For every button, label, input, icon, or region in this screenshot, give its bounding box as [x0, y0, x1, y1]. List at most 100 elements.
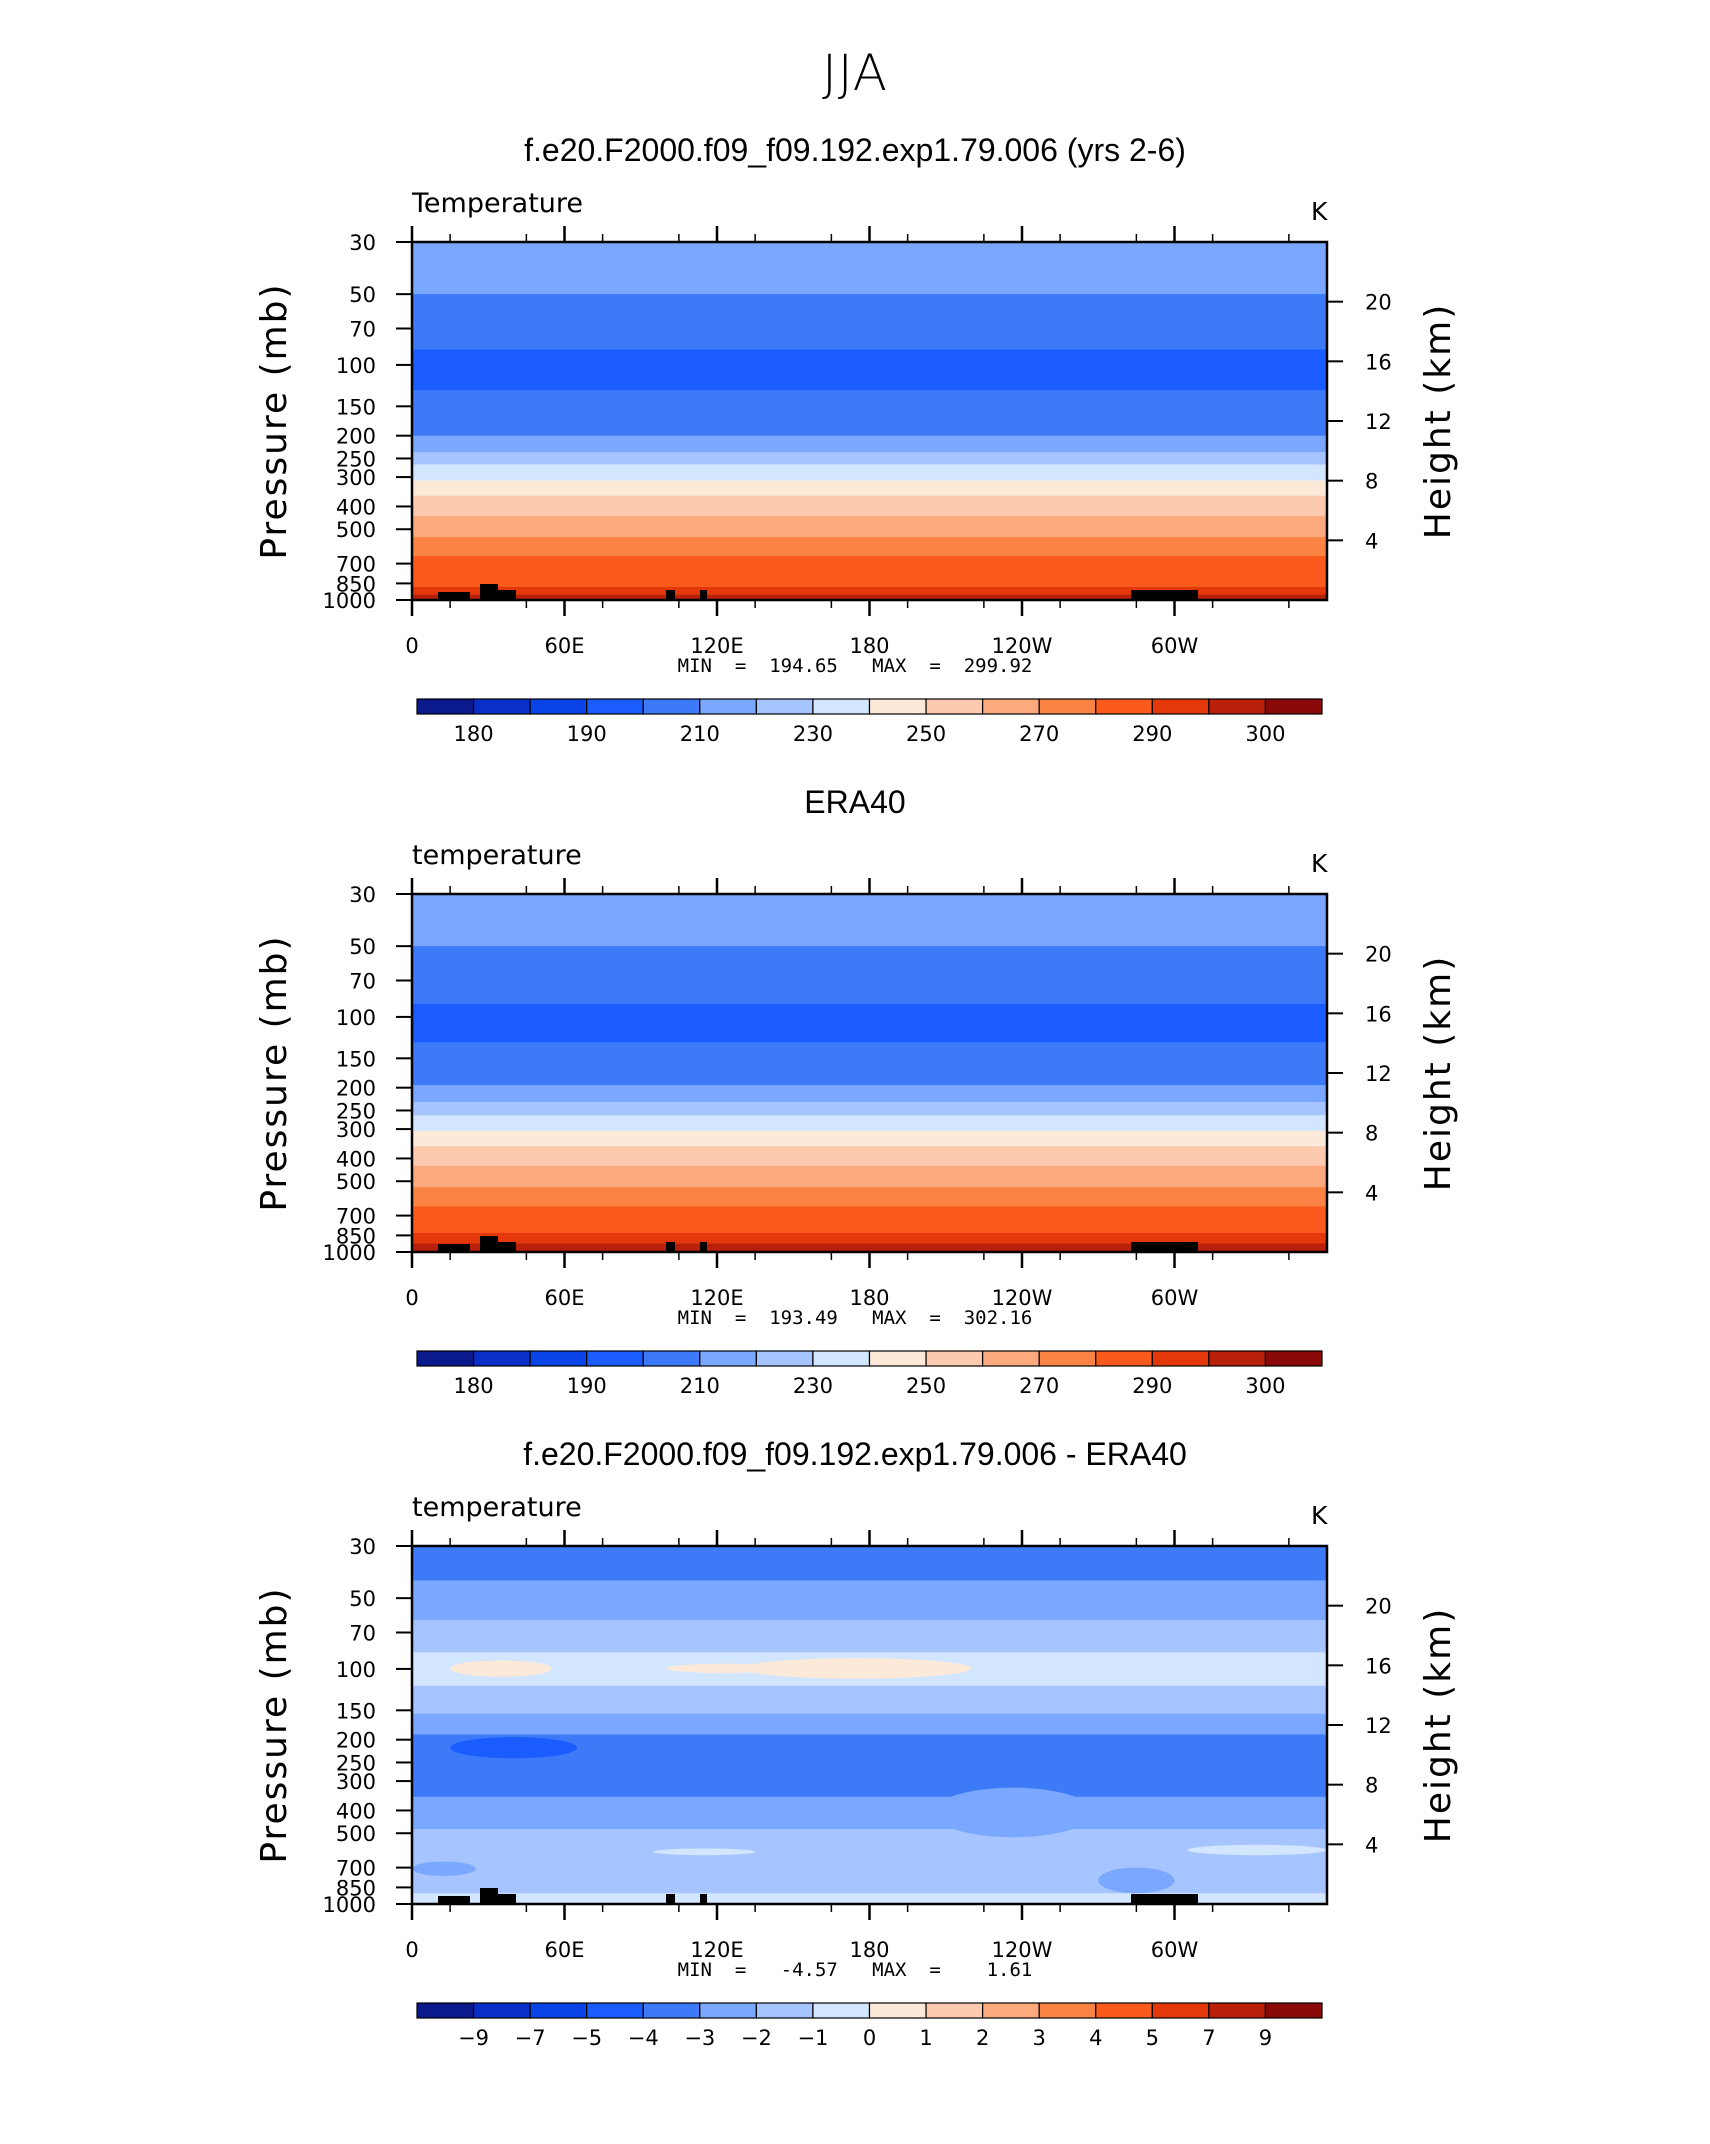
colorbar-label: 1: [919, 2026, 932, 2050]
contour-band: [412, 452, 1327, 465]
y2-tick-label: 20: [1365, 943, 1392, 967]
contour-anomaly: [412, 1861, 476, 1876]
x-tick-label: 120E: [690, 1938, 743, 1962]
contour-band: [412, 586, 1327, 596]
contour-band: [412, 1042, 1327, 1086]
colorbar-label: 2: [976, 2026, 989, 2050]
colorbar-swatch: [416, 698, 475, 715]
colorbar-swatch: [586, 698, 644, 715]
colorbar-label: 250: [906, 1374, 946, 1398]
x-tick-label: 180: [849, 634, 889, 658]
contour-band: [412, 464, 1327, 481]
y-tick-label: 300: [336, 466, 376, 490]
colorbar-swatch: [1095, 2002, 1153, 2019]
colorbar-swatch: [472, 2002, 531, 2019]
colorbar-label: 180: [454, 1374, 494, 1398]
colorbar-swatch: [1151, 2002, 1210, 2019]
colorbar-label: 230: [793, 722, 833, 746]
colorbar-label: −2: [741, 2026, 772, 2050]
contour-band: [412, 1165, 1327, 1188]
contour-band: [412, 1232, 1327, 1244]
colorbar-label: 300: [1245, 722, 1285, 746]
x-tick-label: 120E: [690, 1286, 743, 1310]
min-value: -4.57: [780, 1959, 838, 1981]
max-value: 302.16: [963, 1307, 1033, 1329]
colorbar-swatch: [699, 1350, 757, 1367]
figure: JJA f.e20.F2000.f09_f09.192.exp1.79.006 …: [254, 44, 1459, 2050]
topography-block: [666, 1242, 675, 1252]
contour-fill: [412, 1546, 1327, 1905]
y-tick-label: 150: [336, 1699, 376, 1723]
units-label: K: [1311, 1501, 1328, 1530]
y-axis-label: Pressure (mb): [254, 282, 295, 559]
contour-band: [412, 1713, 1327, 1735]
panel-2-plot: 0 60E 120E 180 120W 60W3050701001502002503004…: [254, 840, 1459, 1398]
colorbar-swatch: [529, 698, 588, 715]
panel-1-title: f.e20.F2000.f09_f09.192.exp1.79.006 (yrs…: [524, 132, 1186, 168]
y2-tick-label: 8: [1365, 1774, 1378, 1798]
colorbar: −9 −7 −5 −4 −3 −2 −1 0 1 2 3 4 5 7 9: [416, 2002, 1323, 2050]
colorbar-label: 210: [680, 722, 720, 746]
contour-fill: [412, 894, 1327, 1253]
contour-band: [412, 516, 1327, 538]
topography-mask: [438, 1236, 1198, 1252]
colorbar-swatch: [868, 2002, 927, 2019]
panel-2-title: ERA40: [804, 784, 906, 820]
panel-1-plot: 0 60E 120E 180 120W 60W3050701001502002503004…: [254, 188, 1459, 746]
contour-band: [412, 1206, 1327, 1234]
topography-block: [498, 590, 516, 600]
contour-band: [412, 390, 1327, 437]
x-tick-label: 180: [849, 1286, 889, 1310]
colorbar-swatch: [1208, 1350, 1267, 1367]
colorbar-swatch: [1264, 2002, 1323, 2019]
colorbar-label: 210: [680, 1374, 720, 1398]
y-axis-label: Pressure (mb): [254, 1586, 295, 1863]
y2-tick-label: 12: [1365, 1062, 1392, 1086]
colorbar-swatch: [529, 1350, 588, 1367]
panel-3-minmax: MIN = -4.57 MAX = 1.61: [677, 1959, 1033, 1981]
max-label: MAX: [872, 1307, 907, 1329]
y-tick-label: 400: [336, 1799, 376, 1823]
x-axis: 0 60E 120E 180 120W 60W: [405, 878, 1290, 1310]
contour-band: [412, 349, 1327, 391]
x-tick-label: 0: [405, 634, 418, 658]
contour-anomaly: [450, 1737, 578, 1759]
colorbar-swatch: [1264, 1350, 1323, 1367]
y-tick-label: 100: [336, 1658, 376, 1682]
y2-axis: 20 16 12 8 4 Height (km): [1327, 291, 1459, 553]
panel-2-minmax: MIN = 193.49 MAX = 302.16: [677, 1307, 1033, 1329]
colorbar-label: 300: [1245, 1374, 1285, 1398]
y-tick-label: 200: [336, 1729, 376, 1753]
figure-title: JJA: [822, 44, 888, 102]
contour-band: [412, 556, 1327, 588]
y-tick-label: 30: [349, 883, 376, 907]
colorbar-swatch: [812, 698, 871, 715]
colorbar-swatch: [1038, 2002, 1097, 2019]
colorbar-label: −9: [458, 2026, 489, 2050]
colorbar: 180 190 210 230 250 270 290 300: [416, 698, 1323, 746]
colorbar-swatch: [586, 1350, 644, 1367]
y-axis-label: Pressure (mb): [254, 934, 295, 1211]
field-label: Temperature: [411, 188, 583, 219]
colorbar-swatch: [1151, 698, 1210, 715]
y2-axis-label: Height (km): [1418, 303, 1459, 539]
x-tick-label: 60W: [1151, 1286, 1199, 1310]
x-tick-label: 120E: [690, 634, 743, 658]
min-label: MIN: [677, 1959, 712, 1981]
max-label: MAX: [872, 1959, 907, 1981]
panel-3-title: f.e20.F2000.f09_f09.192.exp1.79.006 - ER…: [523, 1436, 1187, 1472]
colorbar-swatch: [529, 2002, 588, 2019]
y2-tick-label: 8: [1365, 1122, 1378, 1146]
y-tick-label: 1000: [323, 1241, 376, 1265]
colorbar-label: −5: [571, 2026, 602, 2050]
y2-tick-label: 20: [1365, 291, 1392, 315]
contour-band: [412, 1101, 1327, 1116]
y2-tick-label: 12: [1365, 1714, 1392, 1738]
min-label: MIN: [677, 655, 712, 677]
colorbar-label: 180: [454, 722, 494, 746]
colorbar-swatch: [925, 698, 984, 715]
topography-block: [700, 590, 707, 600]
topography-mask: [438, 1888, 1198, 1904]
